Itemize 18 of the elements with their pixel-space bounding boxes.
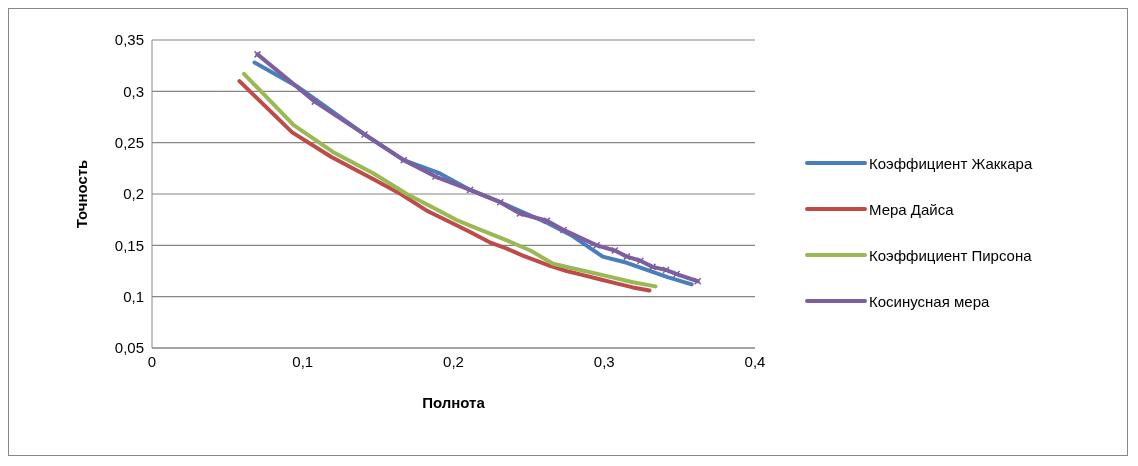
- y-tick-label: 0,3: [123, 82, 144, 100]
- legend-label: Коэффициент Пирсона: [869, 246, 1032, 264]
- y-tick-label: 0,15: [114, 236, 144, 254]
- y-tick-label: 0,2: [123, 185, 144, 203]
- legend-label: Коэффициент Жаккара: [869, 154, 1033, 172]
- legend-label: Мера Дайса: [869, 200, 954, 218]
- x-tick-label: 0,2: [443, 352, 464, 370]
- x-tick-label: 0,3: [593, 352, 615, 370]
- y-tick-label: 0,35: [114, 31, 144, 49]
- y-tick-label: 0,25: [114, 133, 144, 151]
- legend-label: Косинусная мера: [869, 292, 990, 310]
- x-tick-label: 0,4: [744, 352, 766, 370]
- x-tick-label: 0,1: [292, 352, 314, 370]
- y-axis-title: Точность: [73, 159, 91, 229]
- y-tick-label: 0,1: [123, 287, 144, 305]
- x-axis-title: Полнота: [422, 394, 486, 411]
- y-tick-label: 0,05: [114, 339, 144, 357]
- x-tick-label: 0: [147, 352, 157, 370]
